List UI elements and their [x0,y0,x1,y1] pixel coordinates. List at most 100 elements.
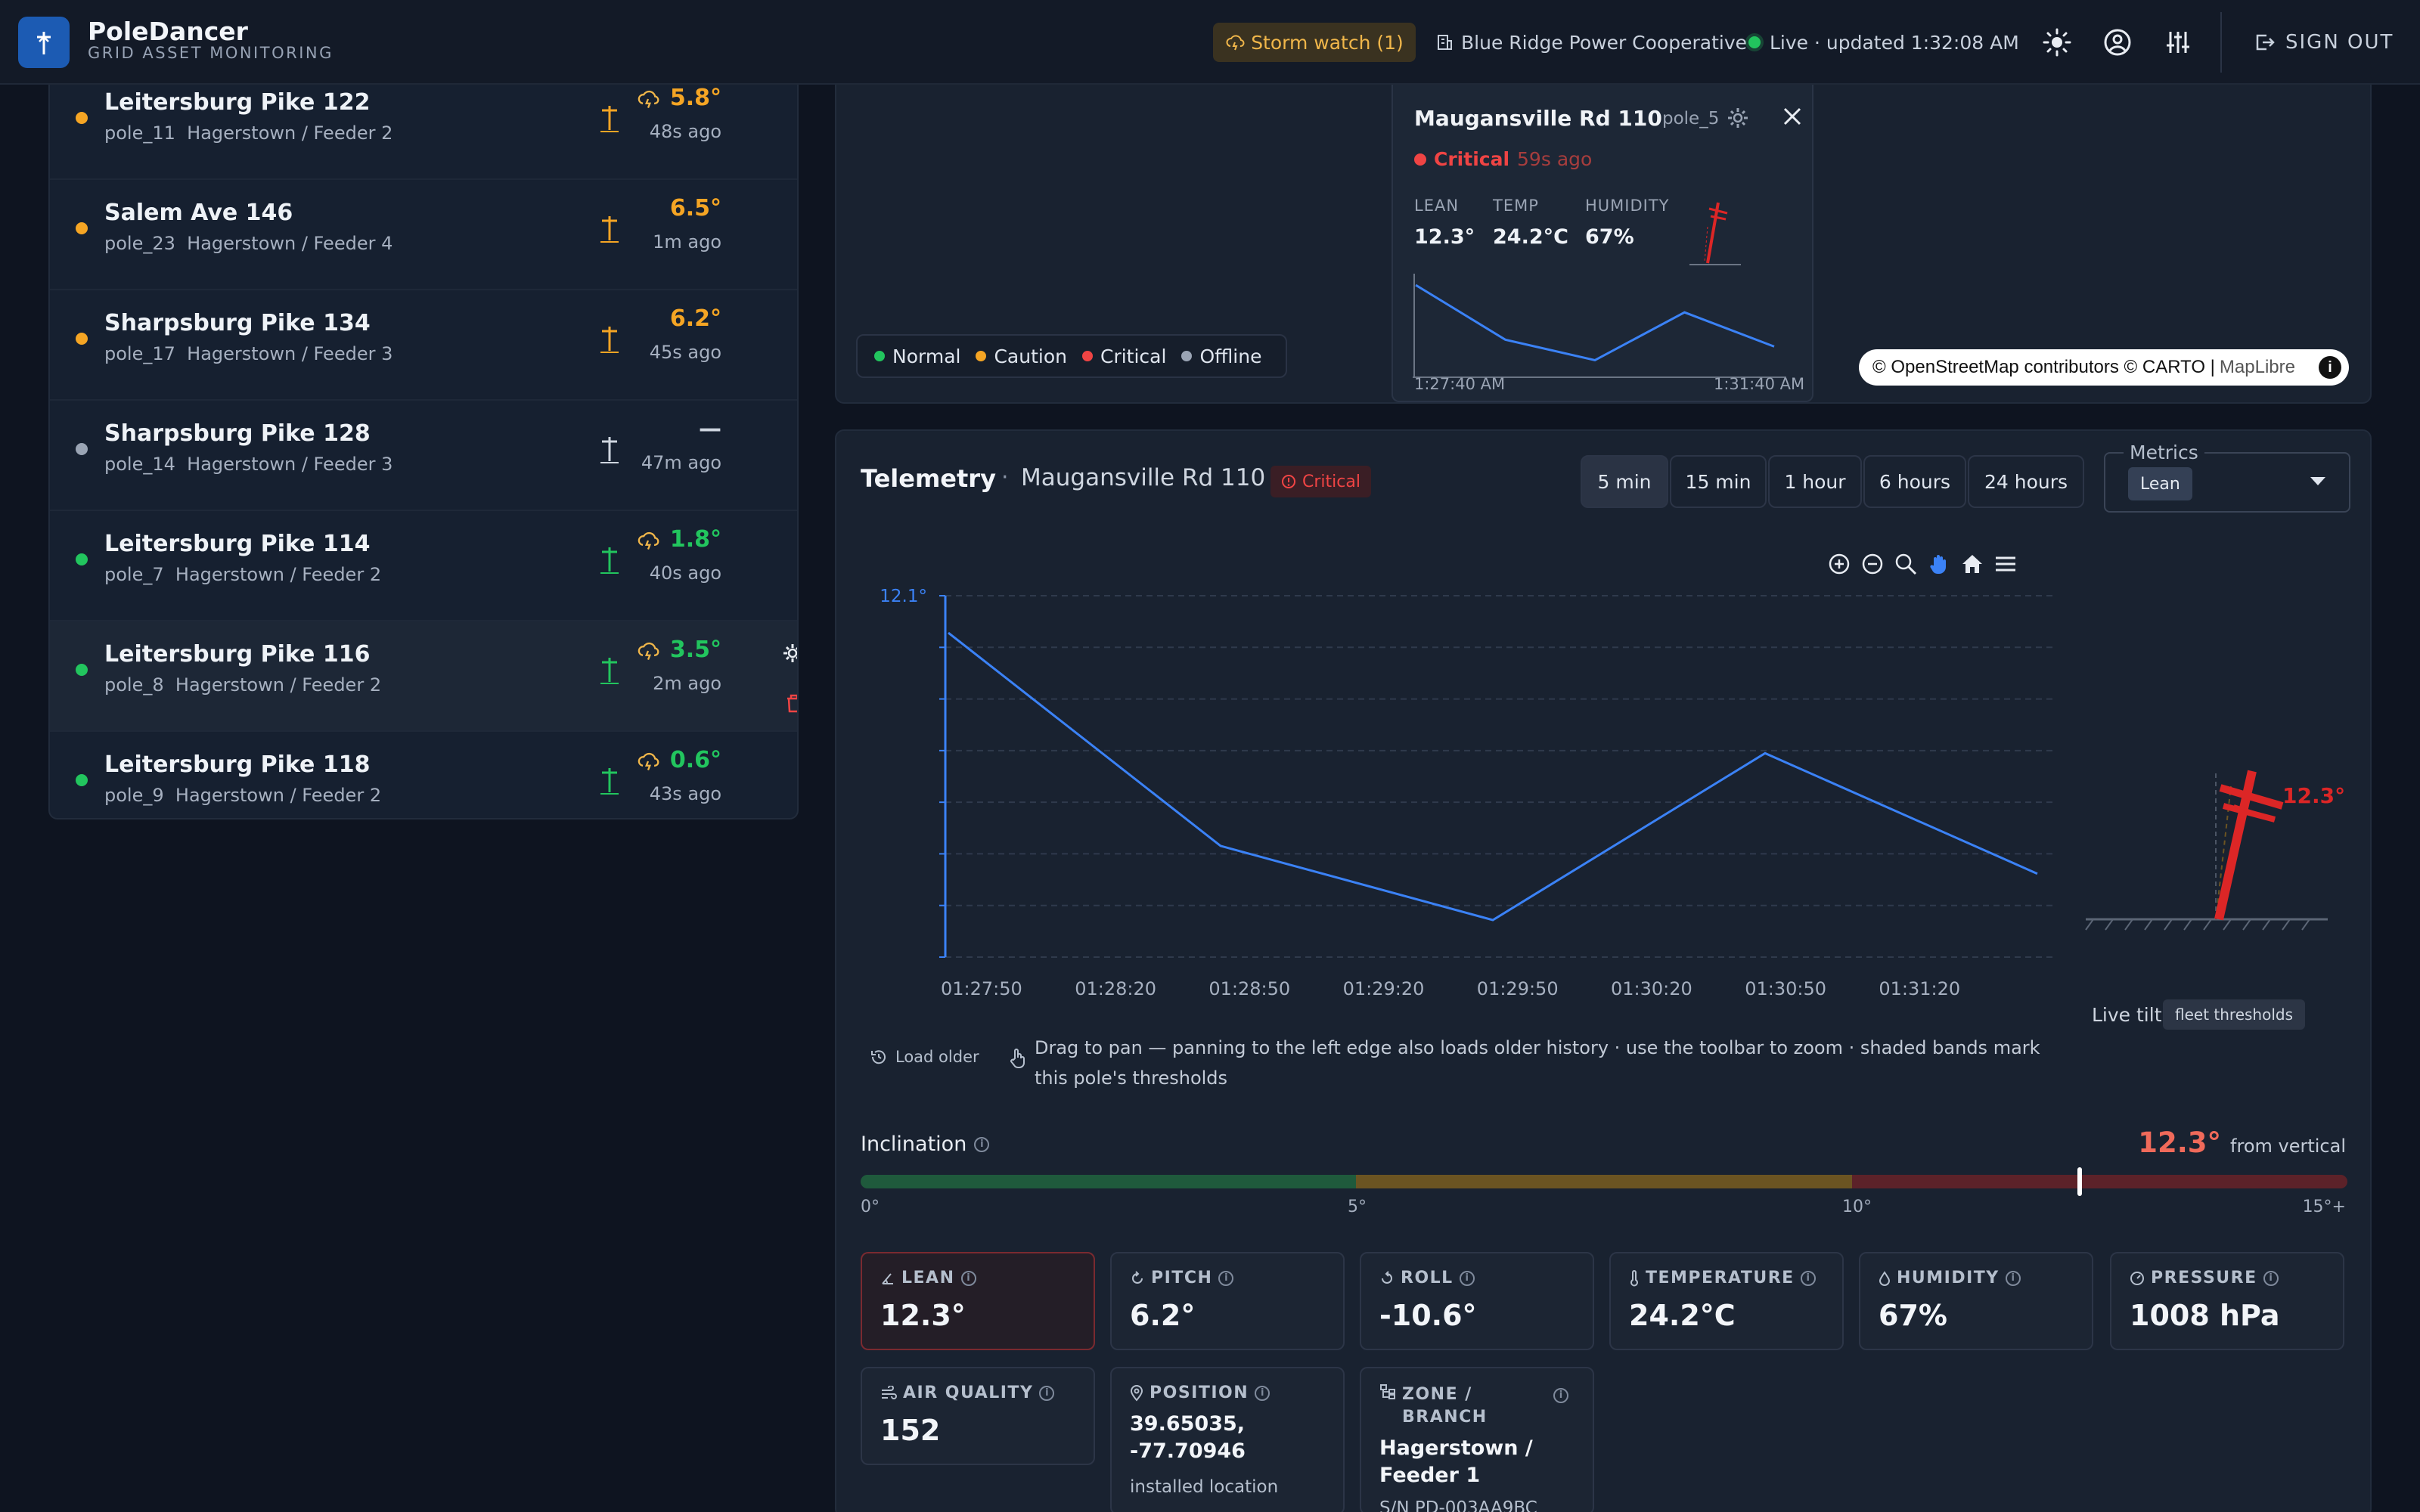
trash-icon[interactable] [783,692,799,714]
gear-icon[interactable] [780,641,799,665]
x-tick-label: 01:29:20 [1343,978,1425,998]
popup-time-end: 1:31:40 AM [1714,375,1805,393]
pole-updated-ago: 45s ago [649,342,721,363]
load-older-label: Load older [895,1048,979,1066]
popup-label-temp: TEMP [1493,197,1539,215]
popup-status-text: Critical [1434,148,1510,170]
series-line [948,631,2038,922]
inclination-tick-0: 0° [861,1198,880,1216]
telemetry-title: Telemetry [861,464,996,493]
pan-hand-icon[interactable] [1927,552,1951,576]
range-5min[interactable]: 5 min [1581,455,1668,508]
pole-icon [600,327,619,353]
pole-meta: pole_17 Hagerstown / Feeder 3 [104,343,393,364]
pole-list-item[interactable]: Leitersburg Pike 114 pole_7 Hagerstown /… [50,511,797,621]
user-circle-icon [2104,29,2131,56]
sign-out-button[interactable]: SIGN OUT [2254,23,2394,62]
status-dot [76,443,88,455]
chart-toolbar [1827,552,2018,576]
app-logo[interactable] [18,17,70,68]
card-pitch[interactable]: PITCH i 6.2° [1110,1252,1345,1350]
load-older-button[interactable]: Load older [870,1048,979,1066]
card-zone-branch-value: Hagerstown / Feeder 1 [1379,1435,1533,1489]
card-lean[interactable]: LEAN i 12.3° [861,1252,1095,1350]
popup-close-icon[interactable] [1774,98,1810,135]
header-divider [2220,12,2222,73]
live-status-text: Live · updated 1:32:08 AM [1770,31,2019,54]
popup-value-lean: 12.3° [1414,225,1475,249]
popup-gear-icon[interactable] [1726,106,1750,130]
app-subtitle: GRID ASSET MONITORING [88,44,334,62]
pole-name: Leitersburg Pike 118 [104,751,371,778]
attribution-info-icon[interactable]: i [2319,356,2341,379]
card-position-value: 39.65035, -77.70946 [1130,1411,1246,1465]
zoom-out-icon[interactable] [1860,552,1885,576]
pole-list[interactable]: Leitersburg Pike 122 pole_11 Hagerstown … [48,85,799,820]
storm-watch-button[interactable]: Storm watch (1) [1213,23,1416,62]
pole-list-item[interactable]: Sharpsburg Pike 134 pole_17 Hagerstown /… [50,290,797,401]
pole-updated-ago: 1m ago [653,231,721,253]
popup-pole-id: pole_5 [1662,109,1720,129]
bar-normal-band [861,1175,1357,1188]
card-pitch-value: 6.2° [1130,1299,1196,1332]
range-6hours[interactable]: 6 hours [1863,455,1966,508]
telemetry-panel: Telemetry · Maugansville Rd 110 Critical… [835,429,2372,1512]
settings-button[interactable] [2160,24,2196,60]
pole-meta: pole_14 Hagerstown / Feeder 3 [104,454,393,475]
card-air-quality-value: 152 [880,1414,941,1447]
gauge-icon [2130,1271,2144,1285]
zoom-in-icon[interactable] [1827,552,1851,576]
popup-tilt-pole-icon [1689,202,1741,265]
live-tilt-visual: 12.3° [2085,770,2345,931]
branch-line: Feeder 1 [1379,1464,1481,1487]
reset-home-icon[interactable] [1960,552,1984,576]
telemetry-pole-name: Maugansville Rd 110 [1021,464,1266,491]
zoom-select-icon[interactable] [1894,552,1918,576]
card-roll[interactable]: ROLL i -10.6° [1360,1252,1594,1350]
pole-name: Leitersburg Pike 114 [104,531,371,557]
metrics-select[interactable]: Metrics Lean [2104,442,2350,513]
pole-icon [600,768,619,795]
card-zone-branch[interactable]: ZONE / BRANCH i Hagerstown / Feeder 1 S/N… [1360,1367,1594,1512]
info-icon: i [1800,1270,1816,1286]
thermometer-icon [1630,1269,1638,1286]
popup-value-humidity: 67% [1585,225,1634,249]
app-header: PoleDancer GRID ASSET MONITORING Storm w… [0,0,2420,85]
pole-list-item[interactable]: Leitersburg Pike 122 pole_11 Hagerstown … [50,85,797,180]
card-humidity[interactable]: HUMIDITY i 67% [1859,1252,2093,1350]
inclination-title: Inclination i [861,1132,990,1156]
pole-popup: Maugansville Rd 110 pole_5 Critical 59s … [1392,85,1813,402]
card-pressure[interactable]: PRESSURE i 1008 hPa [2110,1252,2344,1350]
pole-list-item[interactable]: Sharpsburg Pike 128 pole_14 Hagerstown /… [50,401,797,511]
rotate-icon [1132,1270,1143,1284]
maplibre-link[interactable]: MapLibre [2219,357,2295,377]
live-status: Live · updated 1:32:08 AM [1748,23,2019,62]
telemetry-chart[interactable]: 12.1° 01:27:50 01:28:20 01:28:50 01:29:20 01:… [856,529,2111,998]
card-temperature[interactable]: TEMPERATURE i 24.2°C [1609,1252,1844,1350]
range-1hour[interactable]: 1 hour [1768,455,1862,508]
menu-icon[interactable] [1993,552,2018,576]
card-lean-value: 12.3° [880,1299,966,1332]
attribution-text: © OpenStreetMap contributors © CARTO | [1872,357,2215,377]
range-15min[interactable]: 15 min [1670,455,1767,508]
popup-label-lean: LEAN [1414,197,1460,215]
sun-icon [2043,28,2071,57]
card-humidity-value: 67% [1879,1299,1947,1332]
info-icon[interactable]: i [974,1136,990,1152]
hierarchy-icon [1380,1384,1395,1399]
pole-list-item[interactable]: Salem Ave 146 pole_23 Hagerstown / Feede… [50,180,797,290]
range-24hours[interactable]: 24 hours [1968,455,2084,508]
pole-icon [600,216,619,243]
card-position[interactable]: POSITION i 39.65035, -77.70946 installed … [1110,1367,1345,1512]
pole-name: Leitersburg Pike 116 [104,641,371,668]
theme-toggle-button[interactable] [2039,24,2075,60]
rotate-ccw-icon [1382,1270,1392,1284]
card-air-quality[interactable]: AIR QUALITY i 152 [861,1367,1095,1465]
account-button[interactable] [2099,24,2136,60]
metrics-chip[interactable]: Lean [2128,467,2192,500]
card-zone-serial: S/N PD-003AA9BC [1379,1498,1537,1512]
sign-out-label: SIGN OUT [2285,31,2394,54]
pole-list-item[interactable]: Leitersburg Pike 116 pole_8 Hagerstown /… [50,621,797,732]
fleet-thresholds-chip[interactable]: fleet thresholds [2163,999,2306,1030]
pole-list-item[interactable]: Leitersburg Pike 118 pole_9 Hagerstown /… [50,732,797,818]
